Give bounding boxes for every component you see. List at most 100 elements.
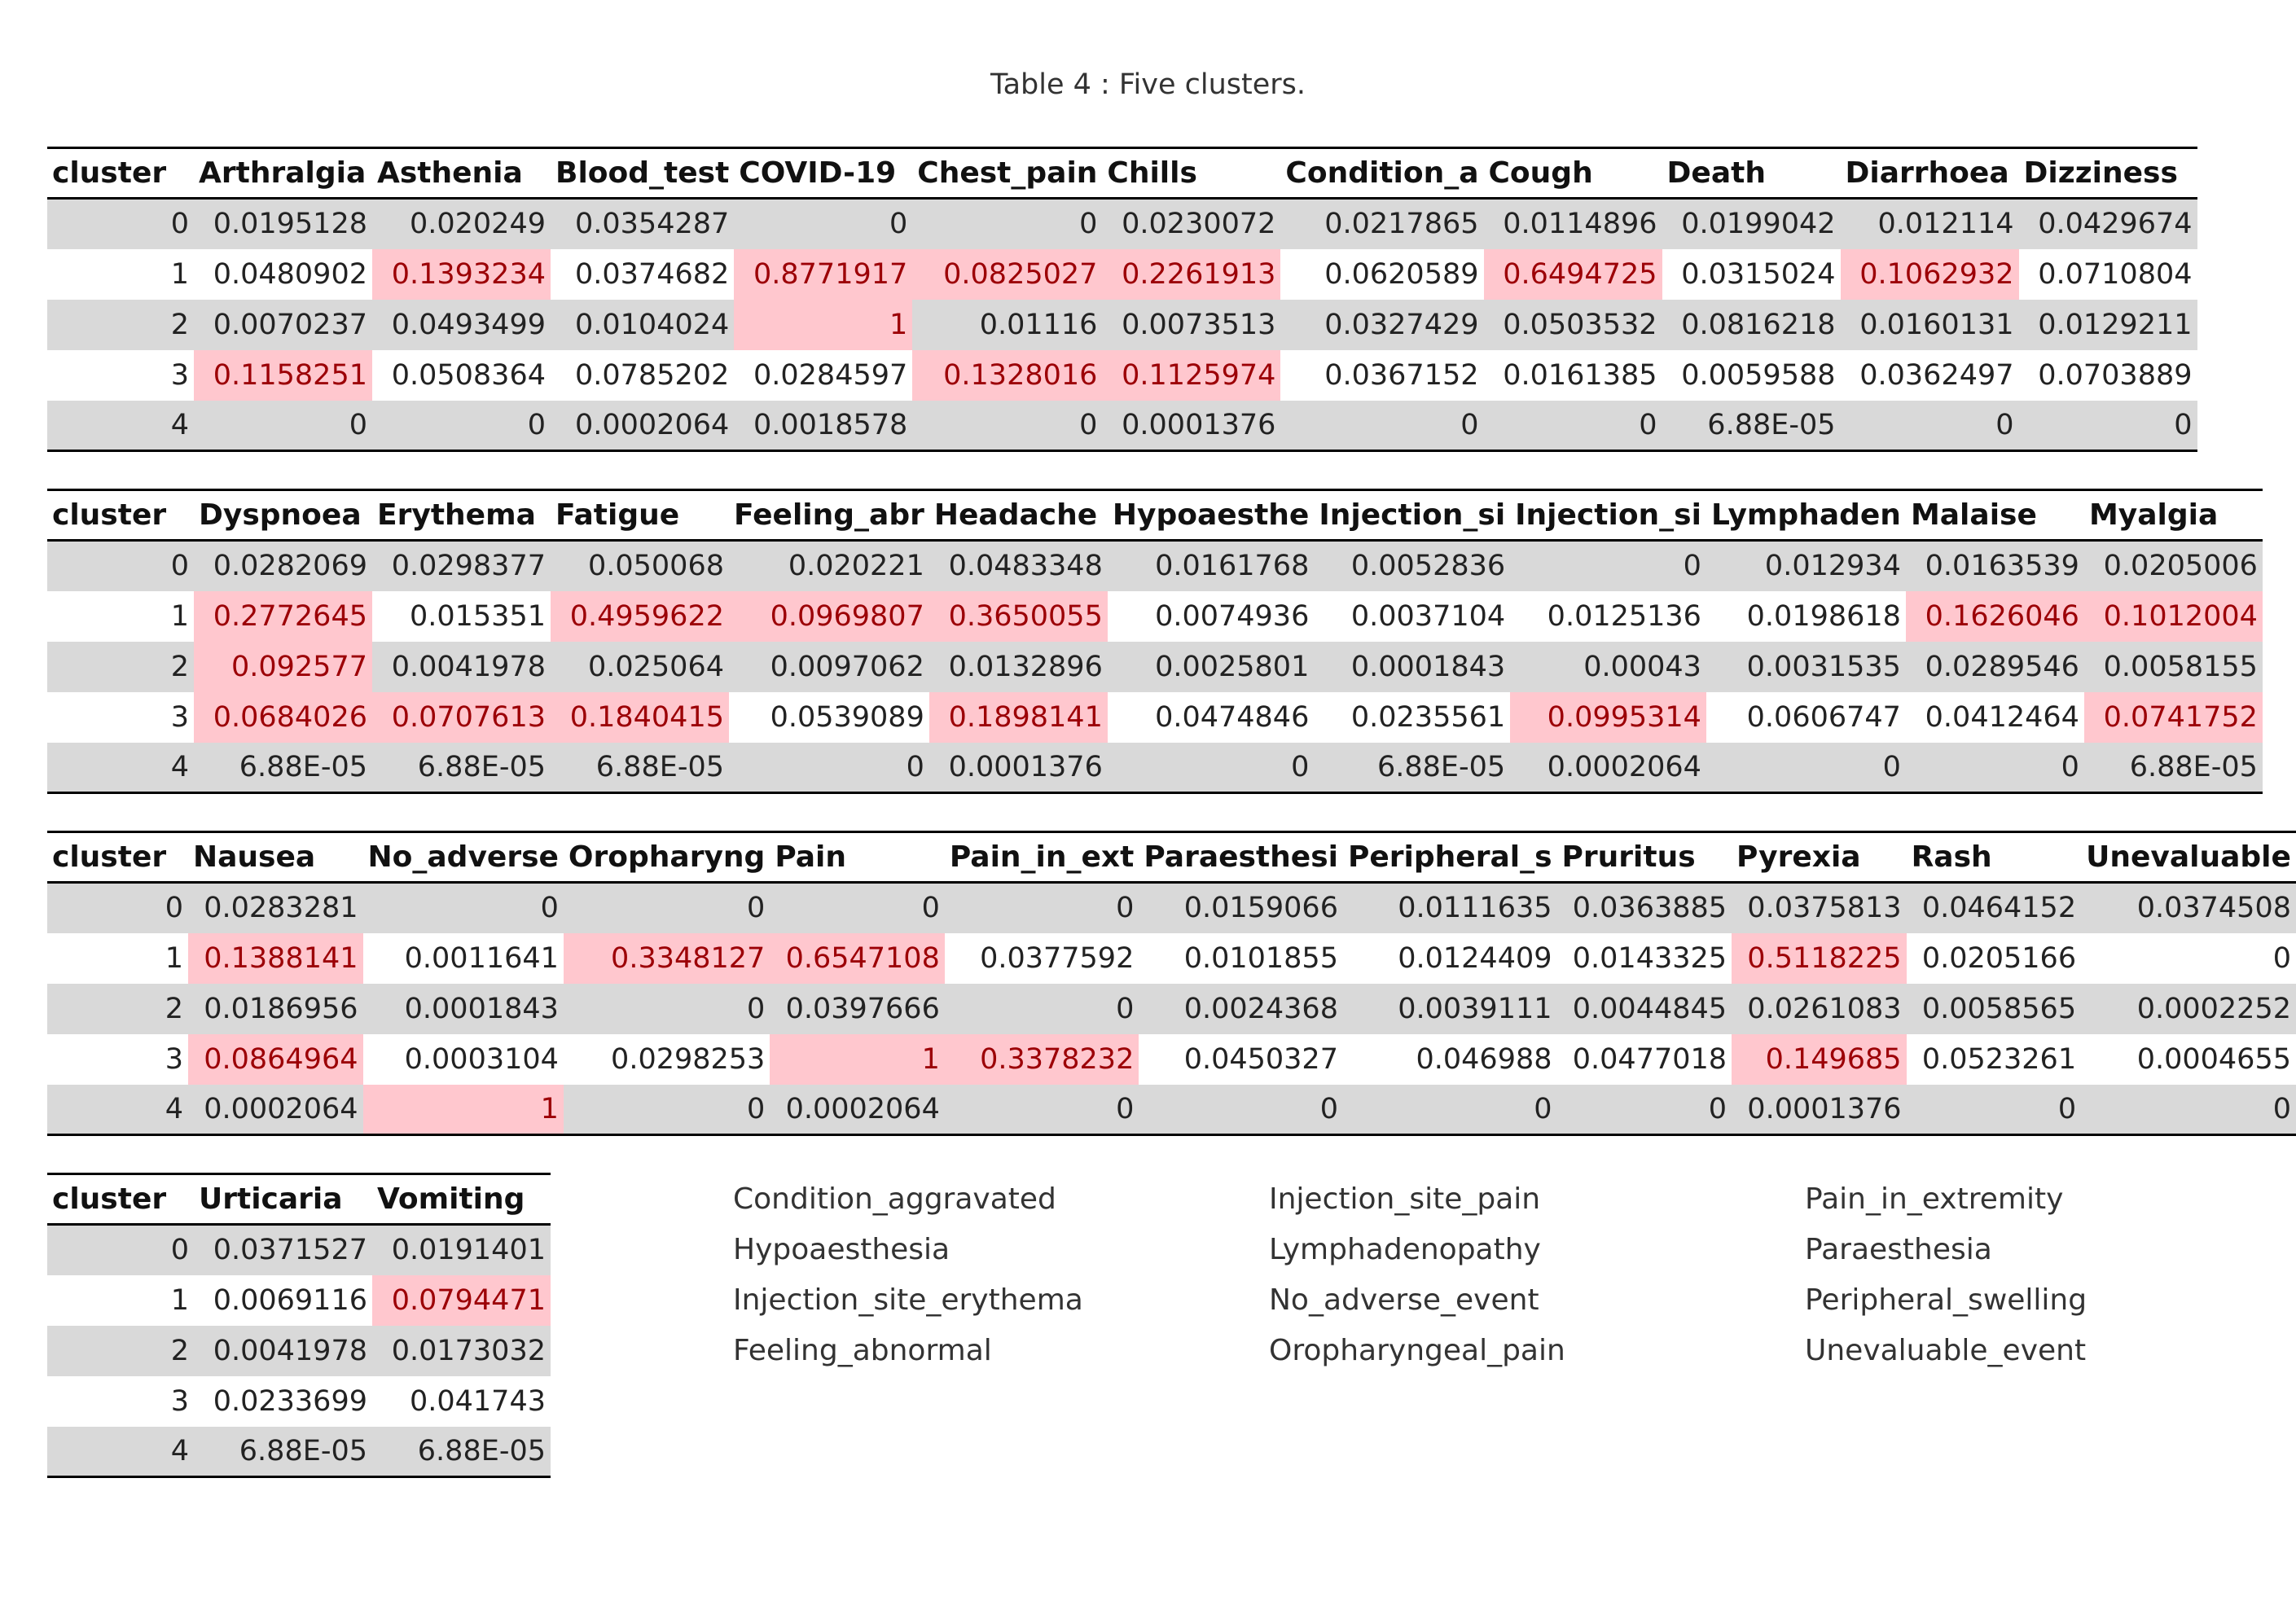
value-cell: 6.88E-05 xyxy=(372,1426,551,1477)
table-row: 1 0.0069116 0.0794471 xyxy=(47,1274,551,1326)
value-cell: 0 xyxy=(944,983,1139,1034)
column-header: Blood_test xyxy=(555,156,730,190)
value-cell: 0 xyxy=(1107,742,1315,793)
value-cell: 0.0995314 xyxy=(1510,691,1706,743)
value-cell: 0.020249 xyxy=(372,198,551,249)
value-cell: 0.0412464 xyxy=(1905,691,2084,743)
column-header: Dyspnoea xyxy=(199,498,362,532)
value-cell: 0.0161385 xyxy=(1483,349,1662,401)
header-row: cluster Arthralgia Asthenia Blood_test COVID… xyxy=(47,147,2197,199)
cluster-header: cluster xyxy=(52,840,167,874)
value-cell: 0.0101855 xyxy=(1139,932,1343,984)
value-cell: 0 xyxy=(2081,932,2296,984)
value-cell: 0.3650055 xyxy=(928,590,1108,642)
column-header: Condition_a xyxy=(1285,156,1479,190)
cluster-table-3: cluster Nausea No_adverse Oropharyng Pain Pai… xyxy=(47,831,2296,1136)
value-cell: 0.6494725 xyxy=(1483,248,1662,300)
cluster-id-cell: 2 xyxy=(47,299,194,350)
value-cell: 0.0125136 xyxy=(1510,590,1706,642)
value-cell: 0 xyxy=(1280,400,1484,451)
value-cell: 0.0374508 xyxy=(2081,882,2296,933)
value-cell: 0.012114 xyxy=(1840,198,2019,249)
value-cell: 0.0104024 xyxy=(551,299,735,350)
header-row: cluster Dyspnoea Erythema Fatigue Feeling_ab… xyxy=(47,489,2263,541)
value-cell: 0.0367152 xyxy=(1280,349,1484,401)
value-cell: 0.2772645 xyxy=(194,590,372,642)
abbreviation-legend: Condition_aggravated Injection_site_pain… xyxy=(733,1174,2294,1376)
value-cell: 0.0282069 xyxy=(194,540,372,591)
table-row: 2 0.092577 0.0041978 0.025064 0.0097062 0.013… xyxy=(47,641,2263,692)
legend-item: Paraesthesia xyxy=(1805,1233,1992,1266)
value-cell: 0.0163539 xyxy=(1905,540,2084,591)
value-cell: 0.4959622 xyxy=(551,590,729,642)
value-cell: 0.0097062 xyxy=(729,641,929,692)
legend-item: No_adverse_event xyxy=(1269,1283,1539,1317)
value-cell: 0.1840415 xyxy=(551,691,729,743)
value-cell: 0.0794471 xyxy=(372,1274,551,1326)
value-cell: 0.0001376 xyxy=(928,742,1108,793)
value-cell: 0 xyxy=(1556,1084,1732,1135)
value-cell: 0.0001376 xyxy=(1732,1084,1907,1135)
value-cell: 0.0741752 xyxy=(2083,691,2263,743)
header-row: cluster Urticaria Vomiting xyxy=(47,1173,551,1225)
column-header: Peripheral_s xyxy=(1347,840,1552,874)
table-row: 3 0.0684026 0.0707613 0.1840415 0.0539089 0.1… xyxy=(47,691,2263,743)
column-header: Death xyxy=(1666,156,1766,190)
value-cell: 0 xyxy=(1483,400,1662,451)
value-cell: 0.0052836 xyxy=(1314,540,1511,591)
column-header: Cough xyxy=(1488,156,1593,190)
value-cell: 0.041743 xyxy=(372,1375,551,1427)
value-cell: 0.3378232 xyxy=(944,1033,1139,1085)
value-cell: 0.01116 xyxy=(912,299,1103,350)
value-cell: 0.0031535 xyxy=(1706,641,1906,692)
value-cell: 0.0703889 xyxy=(2018,349,2197,401)
table-row: 2 0.0070237 0.0493499 0.0104024 1 0.01116 0.00… xyxy=(47,299,2197,350)
legend-item: Oropharyngeal_pain xyxy=(1269,1334,1565,1367)
cluster-id-cell: 0 xyxy=(47,540,194,591)
value-cell: 0 xyxy=(912,198,1103,249)
value-cell: 0.0217865 xyxy=(1280,198,1484,249)
value-cell: 0.0041978 xyxy=(372,641,551,692)
value-cell: 0.1898141 xyxy=(928,691,1108,743)
column-header: Injection_si xyxy=(1515,498,1701,532)
value-cell: 0.1012004 xyxy=(2083,590,2263,642)
value-cell: 0.0825027 xyxy=(912,248,1103,300)
value-cell: 0.0508364 xyxy=(372,349,551,401)
table-row: 4 6.88E-05 6.88E-05 xyxy=(47,1426,551,1477)
column-header: Pain_in_ext xyxy=(949,840,1135,874)
value-cell: 0.0315024 xyxy=(1662,248,1841,300)
value-cell: 0.0261083 xyxy=(1732,983,1907,1034)
cluster-id-cell: 2 xyxy=(47,1325,194,1376)
value-cell: 6.88E-05 xyxy=(551,742,729,793)
value-cell: 0.0503532 xyxy=(1483,299,1662,350)
value-cell: 0.1062932 xyxy=(1840,248,2019,300)
cluster-table-1: cluster Arthralgia Asthenia Blood_test COVID… xyxy=(47,147,2197,452)
table-row: 1 0.1388141 0.0011641 0.3348127 0.6547108 0.0… xyxy=(47,932,2296,984)
value-cell: 0.0375813 xyxy=(1732,882,1907,933)
cluster-id-cell: 1 xyxy=(47,1274,194,1326)
value-cell: 0 xyxy=(1905,742,2084,793)
header-row: cluster Nausea No_adverse Oropharyng Pain Pai… xyxy=(47,831,2296,883)
value-cell: 0.0483348 xyxy=(928,540,1108,591)
legend-item: Feeling_abnormal xyxy=(733,1334,992,1367)
value-cell: 0.0298377 xyxy=(372,540,551,591)
value-cell: 0.0037104 xyxy=(1314,590,1511,642)
cluster-id-cell: 0 xyxy=(47,1224,194,1275)
value-cell: 0.0620589 xyxy=(1280,248,1484,300)
value-cell: 1 xyxy=(734,299,913,350)
value-cell: 0.0002064 xyxy=(1510,742,1706,793)
value-cell: 0.1328016 xyxy=(912,349,1103,401)
value-cell: 6.88E-05 xyxy=(1662,400,1841,451)
column-header: Arthralgia xyxy=(199,156,367,190)
value-cell: 0.0205006 xyxy=(2083,540,2263,591)
column-header: Pyrexia xyxy=(1736,840,1861,874)
value-cell: 0.1393234 xyxy=(372,248,551,300)
value-cell: 0.0493499 xyxy=(372,299,551,350)
column-header: Headache xyxy=(933,498,1098,532)
legend-item: Condition_aggravated xyxy=(733,1182,1056,1216)
value-cell: 0.0230072 xyxy=(1102,198,1281,249)
value-cell: 0.0205166 xyxy=(1906,932,2082,984)
table-row: 4 0 0 0.0002064 0.0018578 0 0.0001376 0 0 6.88E-0… xyxy=(47,400,2197,451)
value-cell: 0 xyxy=(194,400,372,451)
table-row: 0 0.0283281 0 0 0 0 0.0159066 0.0111635 0.036388… xyxy=(47,882,2296,933)
